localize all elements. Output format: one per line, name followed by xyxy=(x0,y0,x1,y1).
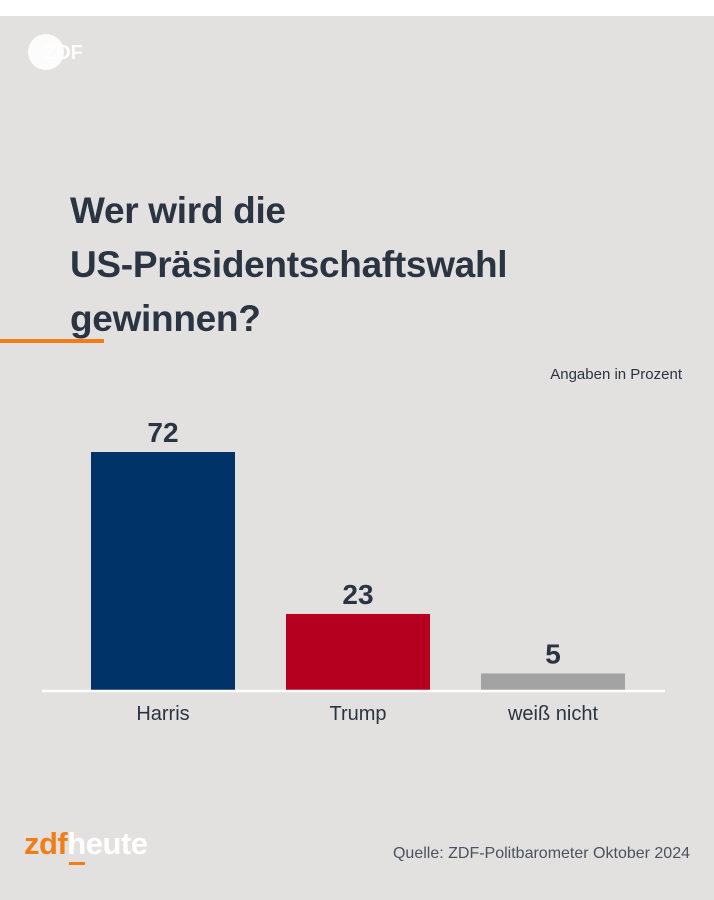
title-accent-line xyxy=(0,339,104,343)
zdf-logo-text: ZDF xyxy=(44,42,83,64)
category-label: weiß nicht xyxy=(507,703,598,725)
chart-title-line-2: US-Präsidentschaftswahl xyxy=(70,244,508,285)
logo-heute: heute xyxy=(67,826,148,861)
bar-weiß-nicht xyxy=(481,673,625,690)
bar-value-label: 72 xyxy=(147,417,178,448)
bar-harris xyxy=(91,452,235,690)
bar-value-label: 5 xyxy=(545,638,561,669)
chart-title: Wer wird die US-Präsidentschaftswahl gew… xyxy=(70,184,670,346)
chart-title-line-1: Wer wird die xyxy=(70,190,286,231)
category-label: Harris xyxy=(136,703,189,725)
zdf-logo-icon: ZDF xyxy=(28,34,83,70)
logo-zdf: zdf xyxy=(24,826,68,861)
unit-note: Angaben in Prozent xyxy=(550,366,682,383)
source-note: Quelle: ZDF-Politbarometer Oktober 2024 xyxy=(392,845,690,862)
bar-value-label: 23 xyxy=(342,579,373,610)
zdfheute-logo: zdfheute xyxy=(24,826,148,872)
chart-title-line-3: gewinnen? xyxy=(70,298,261,339)
bar-trump xyxy=(286,613,430,690)
category-label: Trump xyxy=(329,703,386,725)
